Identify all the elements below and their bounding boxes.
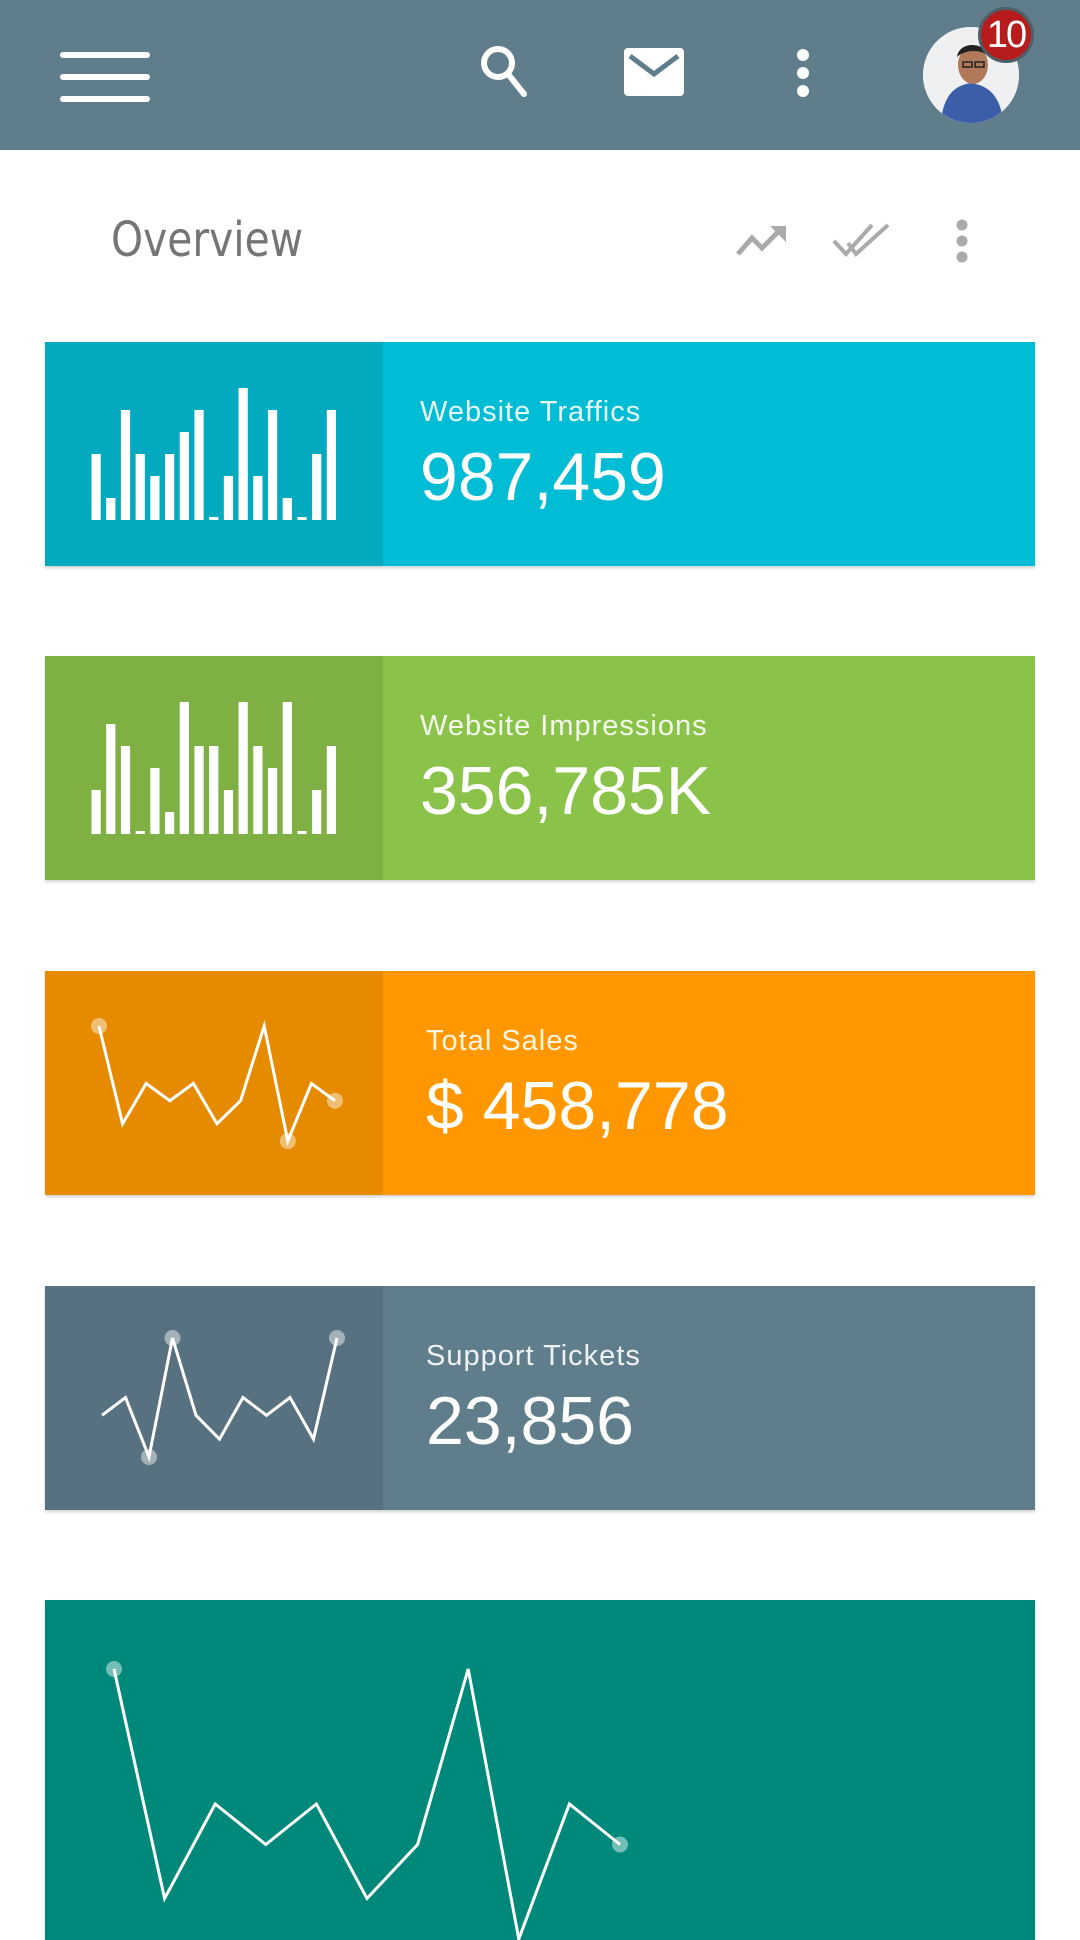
chart-bar: [209, 517, 219, 520]
chart-bar: [165, 454, 175, 520]
stat-label: Website Impressions: [420, 710, 708, 742]
chart-bar: [179, 702, 189, 834]
chart-point: [91, 1018, 107, 1034]
chart-bar: [165, 812, 175, 834]
done-all-icon[interactable]: [832, 220, 892, 260]
chart-line: [101, 1337, 339, 1463]
chart-bar: [282, 702, 292, 834]
chart-point: [279, 1133, 296, 1149]
overview-more-vert-icon[interactable]: [950, 218, 974, 264]
chart-bar: [238, 702, 248, 834]
chart-bar: [223, 476, 234, 520]
page-title: Overview: [111, 212, 304, 268]
chart-point: [612, 1836, 628, 1853]
chart-point: [327, 1092, 343, 1109]
chart-bar: [223, 790, 234, 834]
chart-bar: [91, 454, 101, 520]
chart-bar: [326, 746, 336, 834]
chart-bar: [253, 476, 263, 520]
chart-bar: [209, 746, 219, 834]
app-bar: 10: [0, 0, 1080, 150]
chart-bar: [135, 454, 145, 520]
chart-bar: [238, 388, 248, 520]
search-icon[interactable]: [474, 41, 534, 101]
stat-value: $ 458,778: [426, 1068, 729, 1144]
mail-icon[interactable]: [622, 46, 686, 98]
chart-bar: [106, 724, 116, 834]
bar-chart: [91, 702, 336, 834]
bar-chart: [91, 388, 336, 520]
chart-panel: [45, 1286, 383, 1510]
chart-point: [106, 1661, 122, 1677]
chart-point: [164, 1330, 181, 1346]
chart-panel: [45, 342, 383, 566]
trending-up-icon[interactable]: [735, 220, 789, 260]
chart-bar: [267, 768, 278, 834]
chart-bar: [297, 831, 307, 834]
chart-bar: [106, 498, 116, 520]
stat-label: Total Sales: [426, 1025, 579, 1057]
chart-bar: [194, 746, 204, 834]
chart-line: [112, 1668, 621, 1940]
chart-bar: [253, 746, 263, 834]
stat-card-large-chart[interactable]: [45, 1600, 1035, 1940]
stat-label: Website Traffics: [420, 396, 642, 428]
chart-point: [329, 1330, 345, 1346]
stat-label: Support Tickets: [426, 1340, 641, 1372]
chart-bar: [179, 432, 189, 520]
chart-bar: [282, 498, 292, 520]
chart-bar: [326, 410, 336, 520]
menu-icon[interactable]: [60, 52, 150, 102]
stat-value: 987,459: [420, 439, 666, 515]
chart-bar: [135, 831, 145, 834]
stat-value: 23,856: [426, 1383, 634, 1459]
stat-card-support-tickets[interactable]: Support Tickets 23,856: [45, 1286, 1035, 1510]
chart-bar: [194, 410, 204, 520]
chart-bar: [120, 746, 131, 834]
stat-value: 356,785K: [420, 753, 712, 829]
line-chart: [106, 1661, 628, 1940]
stat-card-website-impressions[interactable]: Website Impressions 356,785K: [45, 656, 1035, 880]
chart-bar: [150, 768, 160, 834]
chart-bar: [267, 410, 278, 520]
chart-bar: [120, 410, 131, 520]
more-vert-icon[interactable]: [788, 46, 818, 100]
chart-bar: [150, 476, 160, 520]
chart-point: [141, 1449, 157, 1465]
stat-card-website-traffics[interactable]: Website Traffics 987,459: [45, 342, 1035, 566]
chart-bar: [91, 790, 101, 834]
chart-bar: [312, 454, 322, 520]
line-chart: [91, 1018, 343, 1149]
chart-bar: [312, 790, 322, 834]
stat-card-total-sales[interactable]: Total Sales $ 458,778: [45, 971, 1035, 1195]
chart-panel: [45, 971, 383, 1195]
line-chart: [101, 1330, 345, 1465]
chart-bar: [297, 517, 307, 520]
chart-line: [97, 1020, 336, 1147]
notification-badge[interactable]: 10: [978, 7, 1034, 63]
